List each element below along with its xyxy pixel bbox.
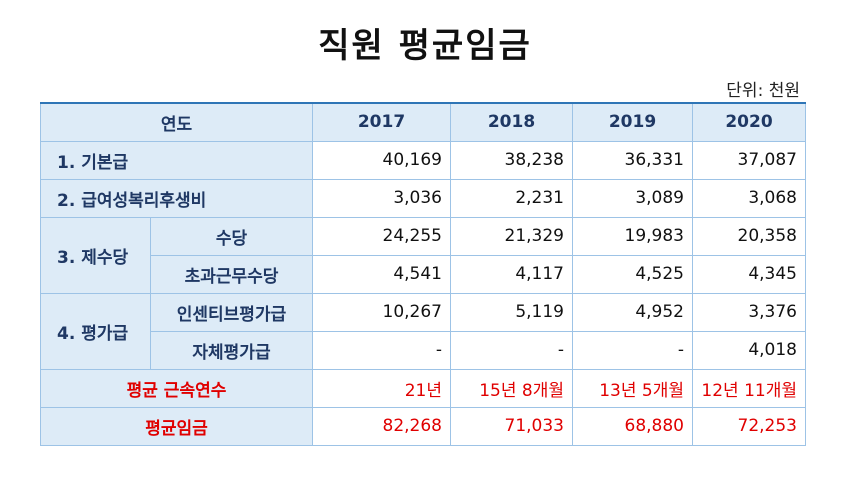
cell-value: 4,345 [692,254,806,294]
cell-value: 20,358 [692,216,806,256]
cell-value: 21,329 [450,216,573,256]
wage-table: 연도 2017 2018 2019 2020 1. 기본급 40,169 38,… [40,102,806,446]
cell-value: 3,036 [312,178,451,218]
cell-value: - [450,330,573,370]
table-row: 4. 평가급 인센티브평가급 10,267 5,119 4,952 3,376 [40,292,806,370]
cell-value: - [312,330,451,370]
cell-value: 10,267 [312,292,451,332]
table-header-row: 연도 2017 2018 2019 2020 [40,102,806,142]
row-label-welfare: 2. 급여성복리후생비 [40,178,313,218]
cell-value: 68,880 [572,406,693,446]
row-label-self-evaluation: 자체평가급 [150,330,313,370]
cell-value: 24,255 [312,216,451,256]
cell-value: 12년 11개월 [692,368,806,408]
page-title: 직원 평균임금 [318,26,532,66]
row-label-incentive: 인센티브평가급 [150,292,313,332]
cell-value: 36,331 [572,140,693,180]
cell-value: 72,253 [692,406,806,446]
table-row: 초과근무수당 4,541 4,117 4,525 4,345 [41,254,806,294]
header-year-2019: 2019 [572,102,693,142]
cell-value: 4,952 [572,292,693,332]
row-label-allowance: 수당 [150,216,313,256]
row-label-tenure: 평균 근속연수 [40,368,313,408]
table-row: 1. 기본급 40,169 38,238 36,331 37,087 [40,140,806,180]
table-row: 3. 제수당 수당 24,255 21,329 19,983 20,358 [40,216,806,294]
header-year-label: 연도 [40,102,313,142]
header-year-2020: 2020 [692,102,806,142]
cell-value: 38,238 [450,140,573,180]
cell-value: 4,018 [692,330,806,370]
cell-value: 40,169 [312,140,451,180]
cell-value: 71,033 [450,406,573,446]
table-row: 평균 근속연수 21년 15년 8개월 13년 5개월 12년 11개월 [40,368,806,408]
header-year-2018: 2018 [450,102,573,142]
cell-value: 15년 8개월 [450,368,573,408]
cell-value: 3,068 [692,178,806,218]
cell-value: 5,119 [450,292,573,332]
cell-value: 3,376 [692,292,806,332]
cell-value: 4,541 [312,254,451,294]
cell-value: 37,087 [692,140,806,180]
table-row: 평균임금 82,268 71,033 68,880 72,253 [40,406,806,446]
row-label-overtime: 초과근무수당 [150,254,313,294]
cell-value: 3,089 [572,178,693,218]
table-row: 자체평가급 - - - 4,018 [41,330,806,370]
table-row: 2. 급여성복리후생비 3,036 2,231 3,089 3,068 [40,178,806,218]
cell-value: 13년 5개월 [572,368,693,408]
row-group-label-allowances: 3. 제수당 [40,216,151,294]
cell-value: 19,983 [572,216,693,256]
row-label-base-pay: 1. 기본급 [40,140,313,180]
header-year-2017: 2017 [312,102,451,142]
cell-value: 4,525 [572,254,693,294]
cell-value: 82,268 [312,406,451,446]
row-group-label-evaluation: 4. 평가급 [40,292,151,370]
unit-label: 단위: 천원 [726,81,800,101]
cell-value: 2,231 [450,178,573,218]
row-label-average-wage: 평균임금 [40,406,313,446]
cell-value: 21년 [312,368,451,408]
cell-value: 4,117 [450,254,573,294]
cell-value: - [572,330,693,370]
